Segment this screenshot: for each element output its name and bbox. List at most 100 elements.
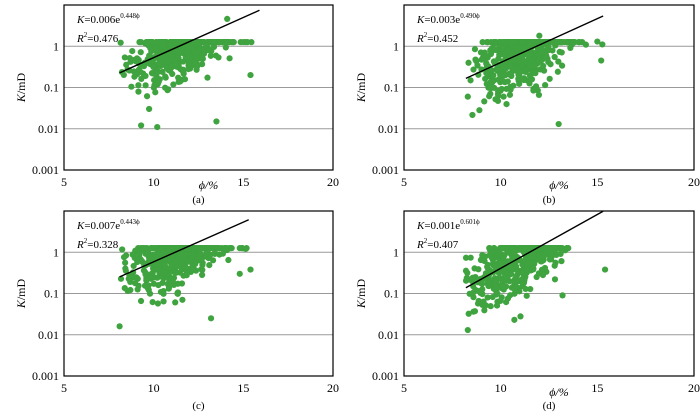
data-point [540,67,548,74]
data-point [163,64,170,72]
data-point [481,98,488,105]
data-point [129,48,136,55]
data-point [480,298,487,305]
data-point [506,91,514,98]
data-point [524,58,531,66]
y-tick-label: 0.001 [372,369,399,383]
data-point [128,83,135,90]
data-point [198,61,206,68]
y-tick-label: 1 [393,245,399,259]
data-point [175,39,183,46]
data-point [190,245,198,252]
data-point [167,256,174,263]
data-point [198,271,206,279]
data-point [507,83,514,90]
data-point [528,251,535,258]
x-tick-label: 5 [401,381,407,395]
data-point [153,274,161,281]
y-tick-label: 0.01 [38,122,59,136]
data-point [204,74,211,81]
data-point [541,252,548,259]
data-point [539,272,547,279]
data-point [495,250,502,257]
data-point [179,296,186,303]
data-point [209,257,217,264]
data-point [187,52,194,60]
fit-line [119,219,249,278]
data-point [551,262,558,269]
data-point [144,39,151,46]
data-point [135,88,142,95]
data-point [154,123,161,131]
data-point [484,280,491,287]
data-point [464,93,471,100]
data-point [542,53,549,61]
data-point [140,245,147,252]
data-point [117,39,124,46]
x-tick-label: 15 [591,175,603,189]
data-point [558,258,565,265]
data-point [116,323,123,330]
data-point [527,41,534,48]
data-point [543,46,550,54]
data-point [507,70,514,78]
data-point [493,39,500,46]
fit-line [119,9,260,74]
x-tick-label: 15 [591,381,603,395]
data-point [134,258,141,266]
data-point [559,39,566,46]
x-tick-label: 10 [148,175,160,189]
data-point [567,44,574,51]
data-point [502,299,510,306]
data-point [196,251,203,258]
data-point [140,63,148,70]
data-point [500,51,507,58]
data-point [192,39,199,46]
panel-label: (a) [192,194,205,206]
data-point [500,39,507,46]
y-tick-label: 1 [53,245,59,259]
data-point [511,316,518,323]
data-point [599,41,606,48]
r-squared-label: R2=0.476 [76,31,119,45]
plot-frame [63,4,334,171]
data-point [487,303,494,310]
data-point [207,52,214,59]
data-point [601,266,609,273]
data-point [558,49,565,56]
x-tick-label: 10 [148,381,160,395]
data-point [206,261,213,269]
x-tick-label: 5 [401,175,407,189]
data-point [594,38,601,45]
data-point [162,84,169,91]
data-point [492,284,499,291]
data-point [536,253,543,261]
data-point [472,56,479,63]
data-point [145,253,152,261]
data-point [145,286,152,294]
data-point [202,251,209,258]
data-point [526,72,533,79]
data-point [176,78,184,85]
data-point [203,42,210,49]
data-point [519,67,527,75]
plot-frame [403,4,695,171]
panel-label: (c) [192,400,205,412]
data-point [123,61,130,68]
data-point [513,273,520,281]
data-point [192,60,199,67]
data-point [498,245,505,252]
data-point [180,58,187,65]
scatter-points [464,32,606,128]
data-point [160,298,167,305]
data-point [531,62,538,69]
data-point [518,39,526,46]
data-point [165,58,173,66]
data-point [491,278,498,285]
plot-frame [63,210,334,377]
data-point [248,39,255,46]
scatter-points [116,245,254,330]
data-point [121,285,128,292]
y-tick-label: 0.1 [44,81,59,95]
